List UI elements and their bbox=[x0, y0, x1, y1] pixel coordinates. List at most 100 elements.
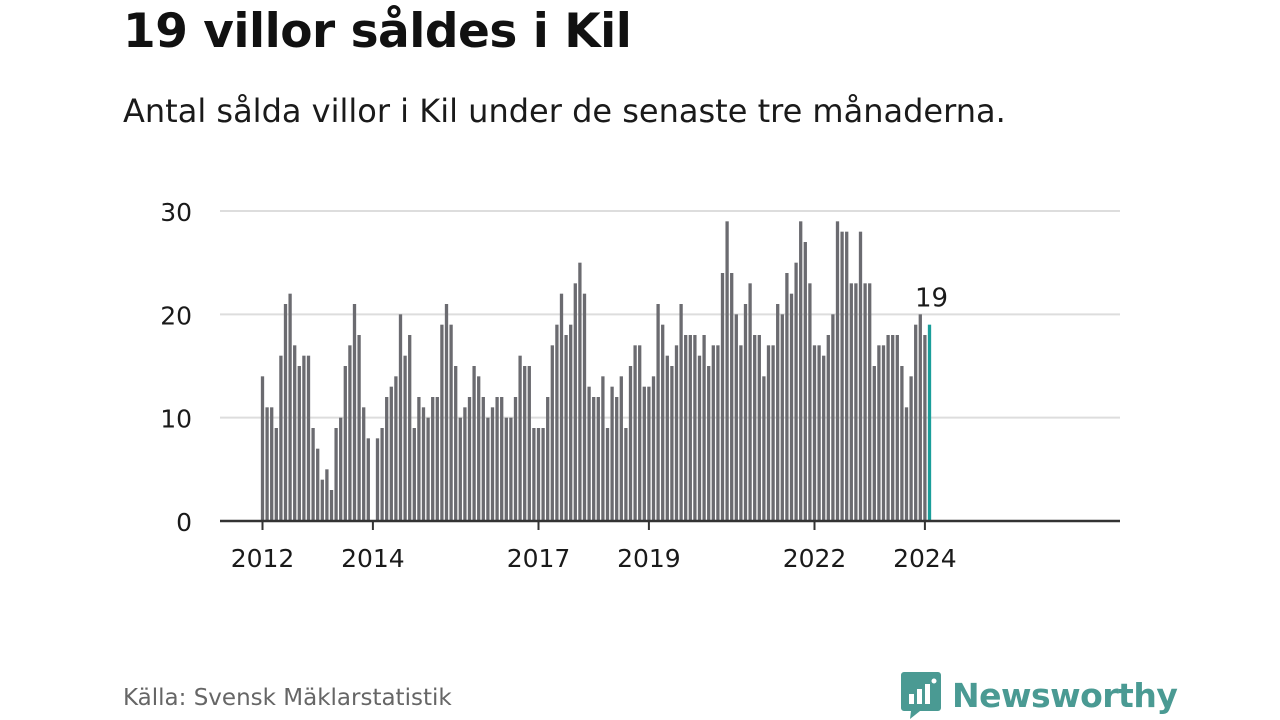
bar bbox=[661, 324, 665, 521]
bar bbox=[831, 314, 835, 521]
bar bbox=[656, 304, 660, 521]
bar bbox=[753, 335, 757, 521]
bar bbox=[766, 345, 771, 521]
bar bbox=[550, 345, 554, 521]
bar bbox=[500, 397, 504, 521]
bar bbox=[679, 304, 683, 521]
bar bbox=[776, 304, 780, 521]
bar bbox=[601, 376, 605, 521]
bar bbox=[260, 376, 265, 521]
bar bbox=[743, 304, 748, 521]
bar bbox=[477, 376, 481, 521]
bar bbox=[454, 366, 458, 521]
x-tick-label: 2022 bbox=[783, 544, 847, 573]
bar bbox=[785, 273, 789, 521]
bar bbox=[559, 293, 564, 521]
bar bbox=[343, 366, 347, 521]
bar bbox=[748, 283, 752, 521]
bar bbox=[274, 428, 278, 521]
bar bbox=[739, 345, 743, 521]
bar bbox=[789, 293, 794, 521]
bar bbox=[854, 283, 858, 521]
bar bbox=[858, 231, 863, 522]
bar bbox=[835, 221, 840, 521]
bar bbox=[900, 366, 904, 521]
bar bbox=[918, 314, 922, 521]
bar bbox=[316, 448, 320, 521]
bar bbox=[615, 397, 619, 521]
bar bbox=[279, 355, 283, 521]
bar bbox=[909, 376, 913, 521]
bar bbox=[541, 428, 545, 521]
bar bbox=[389, 386, 393, 521]
y-tick-label: 30 bbox=[160, 198, 192, 227]
bar bbox=[587, 386, 591, 521]
bar bbox=[808, 283, 812, 521]
bar bbox=[421, 407, 426, 521]
bar bbox=[923, 335, 927, 521]
bar bbox=[523, 366, 527, 521]
bar bbox=[771, 345, 775, 521]
bar bbox=[385, 397, 389, 521]
bar bbox=[486, 417, 490, 521]
bar bbox=[794, 262, 798, 521]
bar bbox=[472, 366, 476, 521]
bar bbox=[891, 335, 895, 521]
bar bbox=[730, 273, 734, 521]
bar bbox=[320, 479, 324, 521]
bar bbox=[693, 335, 697, 521]
bar bbox=[674, 345, 679, 521]
bar bbox=[408, 335, 412, 521]
bar bbox=[536, 428, 541, 521]
bar bbox=[757, 335, 761, 521]
bar bbox=[265, 407, 269, 521]
bar bbox=[596, 397, 600, 521]
bar bbox=[495, 397, 499, 521]
bar bbox=[702, 335, 706, 521]
bar bbox=[348, 345, 352, 521]
bar bbox=[720, 273, 725, 521]
chart-title: 19 villor såldes i Kil bbox=[123, 4, 632, 59]
bar bbox=[877, 345, 881, 521]
bar bbox=[426, 417, 430, 521]
bar bbox=[297, 366, 301, 521]
bar bbox=[872, 366, 876, 521]
bar bbox=[868, 283, 872, 521]
bar bbox=[817, 345, 821, 521]
bar bbox=[812, 345, 817, 521]
bar bbox=[532, 428, 536, 521]
bar bbox=[840, 231, 844, 522]
bar bbox=[329, 490, 334, 521]
bar bbox=[624, 428, 628, 521]
bar bbox=[467, 397, 472, 521]
bar bbox=[509, 417, 513, 521]
bar bbox=[352, 304, 357, 521]
bar bbox=[822, 355, 826, 521]
bar bbox=[481, 397, 485, 521]
bar bbox=[688, 335, 692, 521]
bar bbox=[339, 417, 343, 521]
bar bbox=[380, 428, 384, 521]
chart-subtitle: Antal sålda villor i Kil under de senast… bbox=[123, 92, 1006, 130]
bar bbox=[513, 397, 518, 521]
bar bbox=[619, 376, 623, 521]
bar bbox=[458, 417, 462, 521]
bar bbox=[780, 314, 784, 521]
x-tick-label: 2012 bbox=[231, 544, 295, 573]
latest-value-label: 19 bbox=[915, 284, 948, 314]
y-tick-label: 10 bbox=[160, 405, 192, 434]
bar bbox=[697, 355, 702, 521]
bar bbox=[417, 397, 421, 521]
bar bbox=[527, 366, 531, 521]
bar bbox=[592, 397, 596, 521]
bar bbox=[440, 324, 444, 521]
bar bbox=[569, 324, 573, 521]
bar bbox=[573, 283, 577, 521]
bar bbox=[375, 438, 380, 521]
bar bbox=[633, 345, 637, 521]
bar bbox=[863, 283, 867, 521]
bar bbox=[881, 345, 886, 521]
bar bbox=[394, 376, 398, 521]
bar bbox=[725, 221, 729, 521]
brand-name: Newsworthy bbox=[952, 675, 1178, 715]
